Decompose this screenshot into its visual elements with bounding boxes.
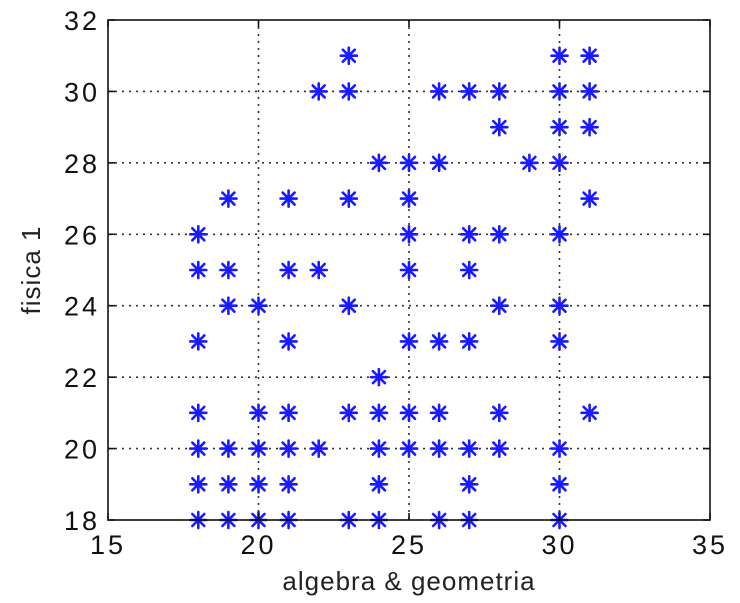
data-point bbox=[309, 260, 329, 280]
data-point bbox=[189, 332, 208, 351]
data-point bbox=[339, 296, 359, 316]
data-point bbox=[489, 439, 509, 458]
data-point bbox=[219, 296, 238, 316]
data-point bbox=[429, 439, 449, 458]
data-point bbox=[369, 153, 389, 173]
data-point bbox=[459, 474, 479, 494]
data-point bbox=[279, 474, 298, 494]
data-point bbox=[339, 46, 359, 66]
data-point bbox=[369, 403, 389, 423]
data-point bbox=[189, 403, 208, 423]
y-tick-label: 18 bbox=[64, 506, 100, 536]
data-point bbox=[550, 296, 569, 316]
data-point bbox=[459, 439, 479, 458]
y-tick-label: 26 bbox=[64, 220, 100, 250]
data-point bbox=[459, 224, 479, 244]
x-tick-label: 35 bbox=[692, 530, 728, 560]
data-point bbox=[429, 82, 449, 101]
y-tick-labels: 18 20 22 24 26 28 30 32 bbox=[64, 6, 100, 536]
data-point bbox=[580, 117, 599, 137]
data-point bbox=[399, 332, 419, 351]
data-point bbox=[550, 117, 569, 137]
data-point bbox=[550, 46, 569, 66]
data-point bbox=[279, 403, 298, 423]
x-tick-labels: 15 20 25 30 35 bbox=[90, 530, 728, 560]
data-point bbox=[520, 153, 539, 173]
x-axis-label: algebra & geometria bbox=[282, 566, 535, 596]
data-point bbox=[219, 474, 238, 494]
data-point bbox=[309, 82, 329, 101]
x-tick-label: 15 bbox=[90, 530, 126, 560]
data-point bbox=[550, 153, 569, 173]
data-points bbox=[189, 46, 599, 530]
data-point bbox=[550, 439, 569, 458]
data-point bbox=[550, 82, 569, 101]
data-point bbox=[219, 189, 238, 208]
data-point bbox=[489, 224, 509, 244]
y-tick-label: 20 bbox=[64, 435, 100, 465]
data-point bbox=[580, 403, 599, 423]
data-point bbox=[279, 260, 298, 280]
data-point bbox=[489, 403, 509, 423]
data-point bbox=[459, 82, 479, 101]
y-tick-label: 24 bbox=[64, 292, 100, 322]
data-point bbox=[249, 296, 268, 316]
data-point bbox=[369, 439, 389, 458]
data-point bbox=[189, 260, 208, 280]
data-point bbox=[339, 189, 359, 208]
data-point bbox=[399, 260, 419, 280]
y-axis-label: fisica 1 bbox=[16, 226, 46, 315]
y-tick-label: 22 bbox=[64, 363, 100, 393]
x-tick-label: 30 bbox=[541, 530, 577, 560]
data-point bbox=[550, 332, 569, 351]
data-point bbox=[399, 224, 419, 244]
data-point bbox=[249, 474, 268, 494]
data-point bbox=[580, 189, 599, 208]
data-point bbox=[339, 403, 359, 423]
data-point bbox=[309, 439, 329, 458]
data-point bbox=[429, 153, 449, 173]
data-point bbox=[189, 224, 208, 244]
data-point bbox=[399, 403, 419, 423]
data-point bbox=[189, 474, 208, 494]
tick-marks bbox=[107, 19, 711, 521]
x-tick-label: 20 bbox=[240, 530, 276, 560]
y-tick-label: 32 bbox=[64, 6, 100, 36]
data-point bbox=[369, 367, 389, 387]
data-point bbox=[550, 474, 569, 494]
y-tick-label: 30 bbox=[64, 77, 100, 107]
data-point bbox=[399, 153, 419, 173]
data-point bbox=[489, 296, 509, 316]
data-point bbox=[399, 439, 419, 458]
data-point bbox=[399, 189, 419, 208]
data-point bbox=[369, 474, 389, 494]
data-point bbox=[489, 117, 509, 137]
x-tick-label: 25 bbox=[391, 530, 427, 560]
data-point bbox=[249, 439, 268, 458]
data-point bbox=[339, 82, 359, 101]
data-point bbox=[489, 82, 509, 101]
data-point bbox=[459, 260, 479, 280]
data-point bbox=[459, 332, 479, 351]
y-tick-label: 28 bbox=[64, 149, 100, 179]
data-point bbox=[189, 439, 208, 458]
data-point bbox=[550, 224, 569, 244]
data-point bbox=[279, 332, 298, 351]
data-point bbox=[279, 439, 298, 458]
data-point bbox=[249, 403, 268, 423]
data-point bbox=[580, 82, 599, 101]
data-point bbox=[429, 403, 449, 423]
data-point bbox=[580, 46, 599, 66]
data-point bbox=[279, 189, 298, 208]
data-point bbox=[429, 332, 449, 351]
data-point bbox=[219, 260, 238, 280]
data-point bbox=[219, 439, 238, 458]
